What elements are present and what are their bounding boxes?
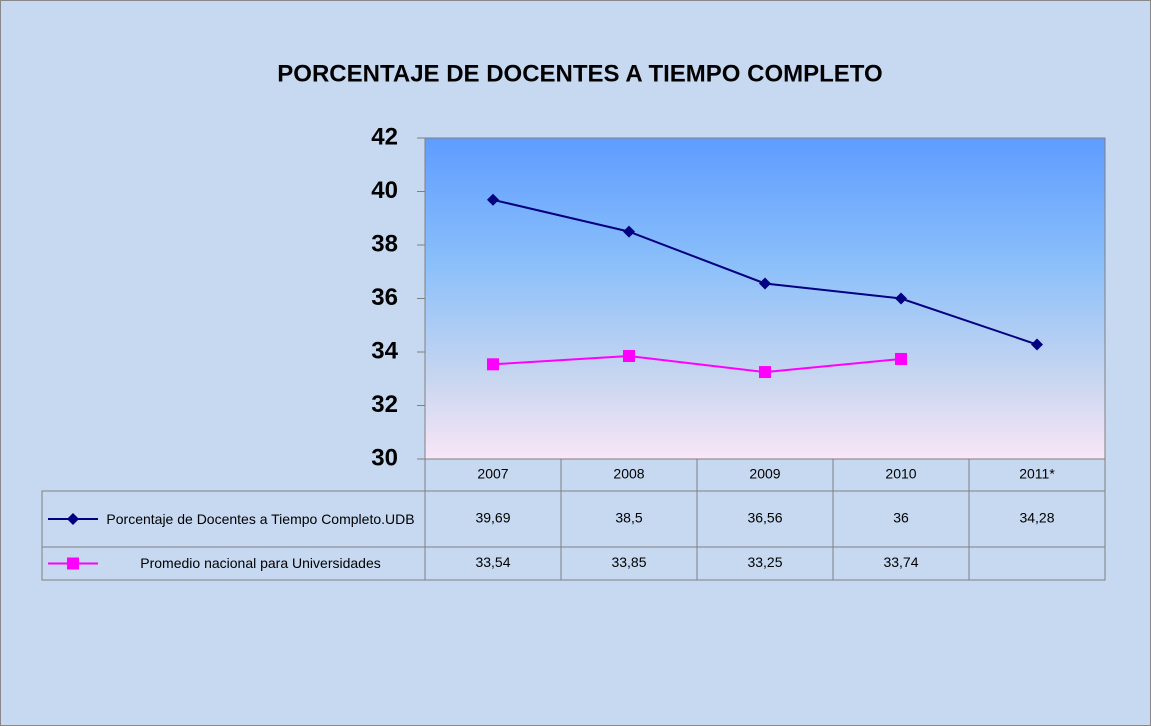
y-tick-label: 36 — [371, 284, 398, 311]
legend-text: Promedio nacional para Universidades — [140, 555, 381, 571]
series-line — [492, 355, 902, 374]
marker — [487, 193, 499, 206]
marker — [895, 352, 907, 365]
table-value: 36,56 — [747, 510, 782, 526]
table-value: 36 — [893, 510, 909, 526]
y-tick-label: 32 — [371, 391, 398, 418]
table-value: 34,28 — [1019, 510, 1054, 526]
x-tick-label: 2009 — [749, 466, 780, 482]
marker — [623, 350, 635, 363]
marker — [1031, 338, 1043, 351]
marker — [67, 513, 79, 525]
marker — [623, 225, 635, 238]
chart-title: PORCENTAJE DE DOCENTES A TIEMPO COMPLETO — [277, 60, 882, 87]
y-tick-label: 34 — [371, 337, 398, 364]
table-value: 33,25 — [747, 554, 782, 570]
marker — [67, 557, 79, 570]
marker — [487, 358, 499, 371]
x-tick-label: 2010 — [885, 466, 916, 482]
y-tick-label: 42 — [371, 123, 398, 150]
y-tick-label: 30 — [371, 444, 398, 471]
marker — [895, 292, 907, 305]
table-value: 39,69 — [475, 510, 510, 526]
table-value: 33,74 — [883, 554, 918, 570]
x-tick-label: 2011* — [1019, 466, 1055, 482]
table-value: 33,85 — [611, 554, 646, 570]
x-tick-label: 2007 — [477, 466, 508, 482]
marker — [759, 366, 771, 379]
plot-area — [424, 137, 1106, 460]
legend-label: Porcentaje de Docentes a Tiempo Completo… — [106, 510, 415, 527]
marker — [759, 277, 771, 290]
table-value: 33,54 — [475, 554, 510, 570]
x-tick-label: 2008 — [613, 466, 644, 482]
y-tick-label: 38 — [371, 230, 398, 257]
table-value: 38,5 — [615, 510, 642, 526]
y-tick-label: 40 — [371, 177, 398, 204]
legend-text: Porcentaje de Docentes a Tiempo Completo… — [106, 510, 415, 527]
legend-label: Promedio nacional para Universidades — [140, 555, 381, 571]
